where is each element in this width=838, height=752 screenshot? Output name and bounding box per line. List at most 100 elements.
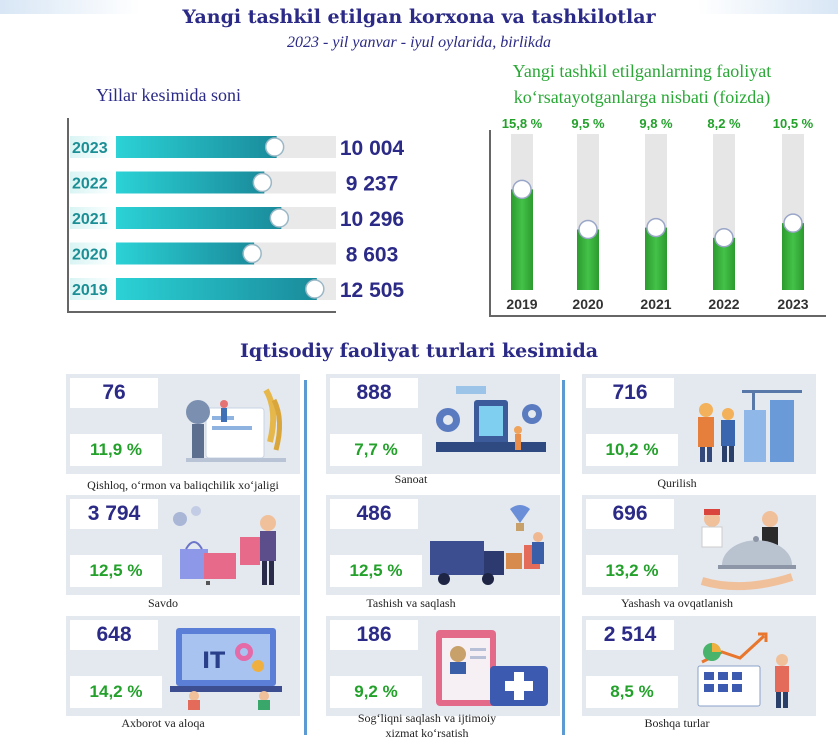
count-value-label: 10 296 [340,208,404,231]
activity-card-industry: 888 7,7 % [326,374,560,474]
construction-illustration [698,390,802,462]
right-chart-title-line-2: ko‘rsatayotganlarga nisbati (foizda) [513,87,771,107]
ratio-bar [713,237,735,290]
activity-count: 2 514 [586,620,674,650]
count-bar [116,242,255,265]
activity-percent: 9,2 % [330,676,422,708]
year-tick-label: 2019 [506,296,537,312]
bar-end-marker [646,217,666,238]
activity-label-it: Axborot va aloqa [121,716,205,730]
activity-label-industry: Sanoat [394,472,428,486]
bar-end-marker [512,179,532,200]
year-tick-label: 2023 [777,296,808,312]
ratio-bar [782,223,804,290]
count-bar [116,207,282,229]
activity-count: 76 [70,378,158,408]
corner-decoration-right [698,0,838,14]
bar-end-marker [264,137,285,157]
activity-card-agriculture: 76 11,9 % [66,374,300,474]
bar-end-marker [305,279,325,299]
year-tick-label: 2022 [72,176,108,193]
activity-count: 888 [330,378,418,408]
activity-card-other: 2 514 8,5 % [582,616,816,716]
activity-card-health: 186 9,2 % [326,616,560,716]
page-subtitle: 2023 - yil yanvar - iyul oylarida, birli… [287,34,551,51]
activity-percent: 12,5 % [70,555,162,587]
corner-decoration-left [0,0,140,14]
year-label-bg [70,242,116,265]
catering-illustration [700,509,796,591]
activity-percent: 12,5 % [330,555,422,587]
it-illustration: IT [170,628,282,710]
activity-count: 3 794 [70,499,158,529]
activity-count: 486 [330,499,418,529]
count-bar [116,278,317,300]
activity-label-health-line-2: xizmat ko‘rsatish [385,726,469,740]
year-tick-label: 2023 [72,140,108,157]
year-tick-label: 2019 [72,282,108,299]
year-label-bg [70,171,116,194]
activity-percent: 8,5 % [586,676,678,708]
agriculture-illustration [186,388,286,462]
shopping-illustration [173,506,276,585]
bar-end-marker [714,228,734,248]
bar-end-marker [252,172,273,193]
bar-end-marker [269,208,290,228]
svg-text:IT: IT [202,649,225,674]
activities-title: Iqtisodiy faoliyat turlari kesimida [239,340,599,362]
year-label-bg [70,207,116,229]
right-chart-title-line-1: Yangi tashkil etilganlarning faoliyat [512,61,772,81]
ratio-bar [511,189,533,290]
bar-end-marker [783,213,803,233]
activity-percent: 13,2 % [586,555,678,587]
activity-label-health: Sog‘liqni saqlash va ijtimoiy xizmat ko‘… [310,711,544,741]
percent-value-label: 9,8 % [639,116,673,131]
left-chart-title: Yillar kesimida soni [96,85,241,105]
activity-percent: 7,7 % [330,434,422,466]
right-chart-axis [489,130,826,317]
year-label-bg [70,278,116,300]
count-bar [116,171,265,194]
year-tick-label: 2020 [72,247,108,264]
right-chart-title: Yangi tashkil etilganlarning faoliyat ko… [462,58,822,110]
activity-label-logistics: Tashish va saqlash [366,596,456,610]
activity-card-construction: 716 10,2 % [582,374,816,474]
activity-card-it: 648 14,2 % IT [66,616,300,716]
year-tick-label: 2021 [640,296,671,312]
logistics-illustration [430,505,544,585]
count-value-label: 12 505 [340,279,405,302]
activity-card-logistics: 486 12,5 % [326,495,560,595]
percent-value-label: 8,2 % [707,116,741,131]
year-tick-label: 2022 [708,296,739,312]
ratio-bar [577,229,599,290]
activity-card-catering: 696 13,2 % [582,495,816,595]
column-divider-1 [304,380,307,735]
activity-count: 696 [586,499,674,529]
percent-value-label: 15,8 % [502,116,543,131]
industry-illustration [436,386,546,452]
bar-end-marker [578,219,598,240]
activity-label-other: Boshqa turlar [644,716,710,730]
activity-label-agriculture: Qishloq, o‘rmon va baliqchilik xo‘jaligi [87,478,279,492]
activity-label-health-line-1: Sog‘liqni saqlash va ijtimoiy [357,711,497,725]
left-chart-axis [67,118,336,313]
bar-end-marker [242,243,262,264]
activity-percent: 14,2 % [70,676,162,708]
column-divider-2 [562,380,565,735]
activity-label-trade: Savdo [148,596,178,610]
count-value-label: 9 237 [346,173,399,196]
activity-count: 186 [330,620,418,650]
percent-value-label: 9,5 % [571,116,605,131]
count-value-label: 8 603 [346,244,399,267]
ratio-bar [645,227,667,290]
count-bar [116,136,277,158]
page-title: Yangi tashkil etilgan korxona va tashkil… [182,6,656,28]
count-value-label: 10 004 [340,137,405,160]
health-illustration [436,630,548,706]
year-tick-label: 2021 [72,211,108,228]
activity-count: 648 [70,620,158,650]
activity-percent: 10,2 % [586,434,678,466]
activity-card-trade: 3 794 12,5 % [66,495,300,595]
percent-value-label: 10,5 % [773,116,814,131]
